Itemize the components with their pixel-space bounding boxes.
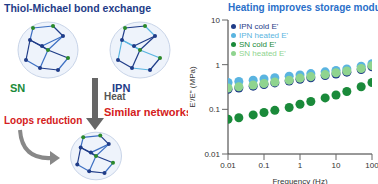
svg-text:Similar networks: Similar networks: [104, 106, 188, 118]
html-text:IPN heated E': IPN heated E': [239, 31, 289, 40]
svg-text:0.01: 0.01: [204, 150, 220, 159]
html-text:SN heated E': SN heated E': [239, 49, 286, 58]
svg-text:IPN: IPN: [112, 82, 131, 94]
html-text:IPN cold E': IPN cold E': [239, 22, 279, 31]
svg-text:0.01: 0.01: [220, 161, 236, 170]
svg-text:Loops reduction: Loops reduction: [8, 115, 82, 126]
svg-text:1: 1: [216, 61, 221, 70]
svg-text:Thiol-Michael bond exchange: Thiol-Michael bond exchange: [8, 2, 151, 14]
svg-text:SN: SN: [10, 82, 25, 94]
svg-text:Frequency (Hz): Frequency (Hz): [272, 177, 327, 184]
svg-text:0.1: 0.1: [258, 161, 270, 170]
svg-text:100: 100: [365, 161, 370, 170]
svg-text:10: 10: [332, 161, 341, 170]
svg-text:1: 1: [298, 161, 303, 170]
svg-text:10: 10: [211, 16, 220, 25]
svg-text:Heat: Heat: [104, 91, 126, 102]
svg-text:0.1: 0.1: [209, 105, 221, 114]
html-text:SN cold E': SN cold E': [239, 40, 277, 49]
svg-text:E'/E" (MPa): E'/E" (MPa): [188, 66, 197, 108]
